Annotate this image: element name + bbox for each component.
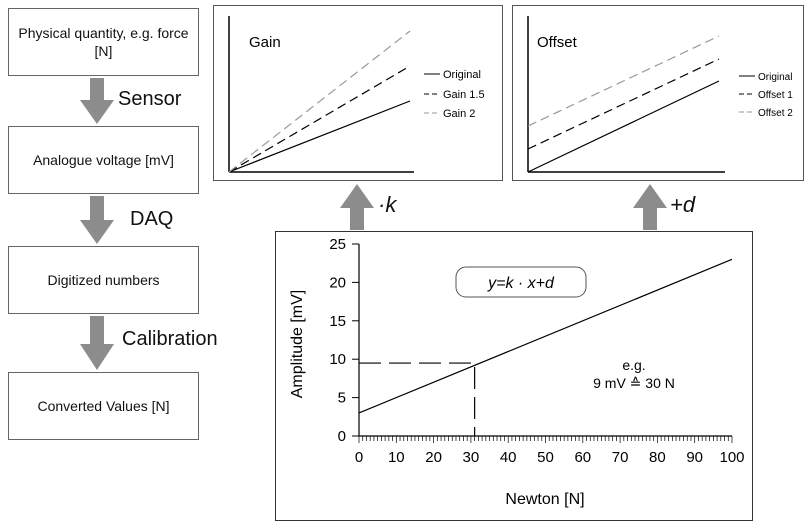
x-tick-label: 0: [355, 449, 363, 466]
x-tick-label: 60: [574, 449, 591, 466]
gain-legend-original: Original: [443, 69, 481, 81]
step-sensor-label: Sensor: [118, 88, 182, 110]
x-tick-label: 90: [686, 449, 703, 466]
arrow-down-calibration-icon: [80, 316, 114, 370]
offset-legend-offset1: Offset 1: [758, 90, 793, 101]
y-tick-label: 15: [329, 313, 346, 330]
arrow-up-gain-icon: [340, 184, 374, 230]
calibration-chart: 0 10 20 30 40 50 60 70 80 90 100 0 5 10 15 20 25 y=k · x…: [289, 236, 745, 508]
x-tick-label: 100: [719, 449, 744, 466]
x-tick-label: 30: [463, 449, 480, 466]
gain-line-gain15: [228, 65, 411, 173]
annotation-line2: 9 mV ≙ 30 N: [593, 375, 675, 391]
offset-legend-original: Original: [758, 72, 792, 83]
x-tick-label: 20: [425, 449, 442, 466]
offset-line-original: [527, 80, 720, 173]
gain-plot: Gain Original Gain 1.5 Gain 2: [228, 16, 485, 173]
gain-title: Gain: [249, 34, 281, 51]
formula-box: [455, 266, 587, 298]
box-converted-values: Converted Values [N]: [8, 372, 199, 440]
y-tick-label: 20: [329, 274, 346, 291]
box-physical-quantity: Physical quantity, e.g. force [N]: [8, 8, 199, 76]
arrow-down-sensor-icon: [80, 78, 114, 124]
gain-legend-gain2: Gain 2: [443, 108, 475, 120]
offset-line-offset1: [527, 58, 720, 150]
op-offset-label: +d: [670, 192, 696, 217]
gain-line-gain2: [228, 30, 411, 173]
offset-legend-offset2: Offset 2: [758, 108, 793, 119]
op-gain-label: ·k: [378, 192, 397, 217]
y-tick-label: 10: [329, 351, 346, 368]
gain-line-original: [228, 100, 411, 173]
x-tick-label: 50: [537, 449, 554, 466]
gain-legend-gain15: Gain 1.5: [443, 89, 485, 101]
box-physical-quantity-label: Physical quantity, e.g. force [N]: [18, 24, 189, 59]
arrow-down-daq-icon: [80, 196, 114, 244]
box-analogue-voltage-label: Analogue voltage [mV]: [33, 151, 174, 168]
offset-title: Offset: [537, 34, 578, 51]
annotation-line1: e.g.: [622, 357, 645, 373]
x-axis-title: Newton [N]: [505, 491, 584, 508]
calibration-chart-panel: 0 10 20 30 40 50 60 70 80 90 100 0 5 10 15 20 25 y=k · x…: [275, 231, 753, 521]
tick-layer: 0 10 20 30 40 50 60 70 80 90 100 0 5 10 15 20 25: [329, 236, 744, 466]
x-tick-label: 80: [649, 449, 666, 466]
x-tick-label: 70: [612, 449, 629, 466]
formula-text: y=k · x+d: [487, 275, 555, 292]
y-tick-label: 5: [338, 390, 346, 407]
offset-plot: Offset Original Offset 1 Offset 2: [527, 16, 793, 173]
step-calibration-label: Calibration: [122, 328, 218, 350]
box-digitized-numbers-label: Digitized numbers: [47, 271, 160, 288]
offset-panel: Offset Original Offset 1 Offset 2: [512, 5, 804, 181]
y-axis-title: Amplitude [mV]: [289, 290, 306, 398]
box-converted-values-label: Converted Values [N]: [37, 397, 170, 414]
box-analogue-voltage: Analogue voltage [mV]: [8, 126, 199, 194]
calibration-series-line: [358, 258, 733, 414]
x-tick-label: 40: [500, 449, 517, 466]
box-digitized-numbers: Digitized numbers: [8, 246, 199, 314]
arrow-up-offset-icon: [633, 184, 667, 230]
step-daq-label: DAQ: [130, 208, 174, 230]
x-tick-label: 10: [388, 449, 405, 466]
offset-line-offset2: [527, 35, 720, 127]
y-tick-label: 0: [338, 428, 346, 445]
y-tick-label: 25: [329, 236, 346, 253]
gain-panel: Gain Original Gain 1.5 Gain 2: [213, 5, 503, 181]
